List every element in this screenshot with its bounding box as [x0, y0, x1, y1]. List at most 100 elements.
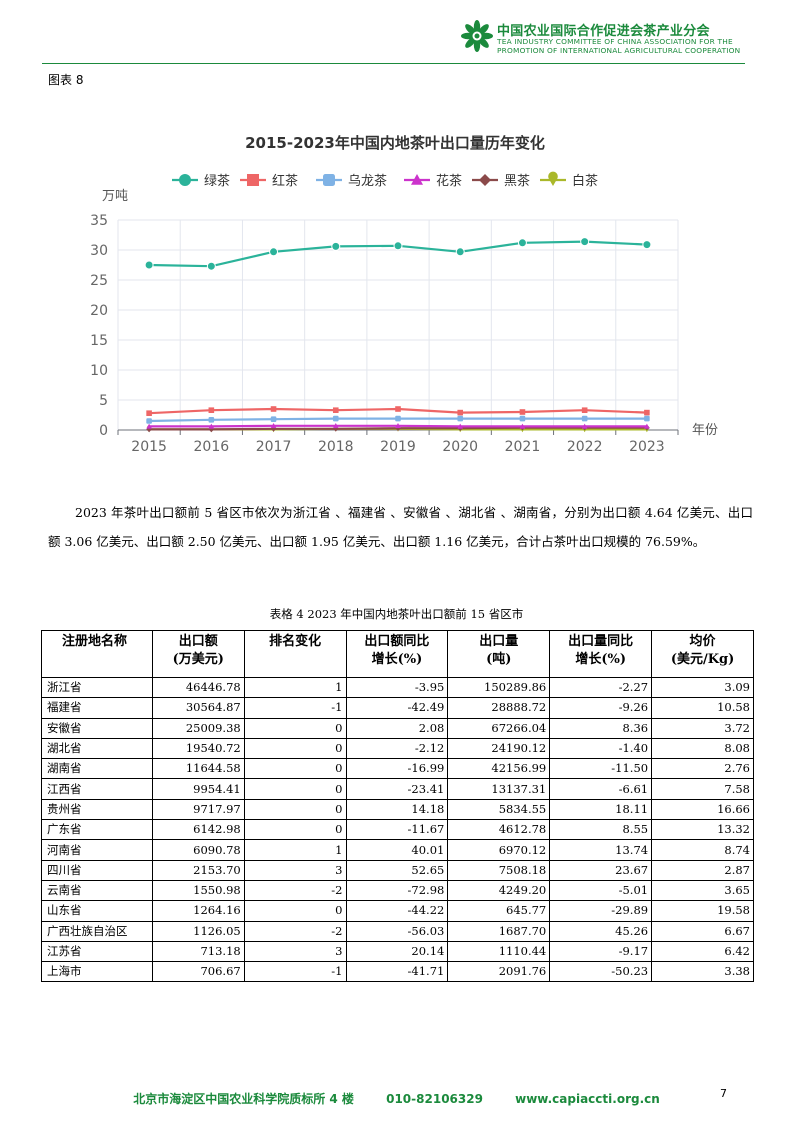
table-cell: 150289.86 — [447, 676, 551, 699]
data-point — [644, 423, 650, 429]
table-cell: 2153.70 — [151, 859, 245, 881]
table-cell: 19540.72 — [151, 737, 245, 760]
table-cell: 广东省 — [41, 819, 153, 841]
table-row: 广西壮族自治区 1126.05 -2 -56.03 1687.70 45.26 6.67 — [41, 920, 754, 942]
series-乌龙茶 — [146, 415, 650, 424]
x-tick-label: 2019 — [380, 439, 416, 455]
y-tick-label: 15 — [90, 333, 108, 349]
table-cell: 20.14 — [345, 940, 449, 963]
table-cell: 湖南省 — [41, 758, 153, 780]
header-line-1: 出口额同比 — [364, 634, 430, 649]
series-绿茶 — [144, 237, 652, 271]
data-point — [270, 426, 277, 432]
table-cell: 湖北省 — [41, 737, 153, 760]
table-row: 河南省 6090.78 1 40.01 6970.12 13.74 8.74 — [41, 839, 754, 861]
data-point — [208, 423, 215, 429]
data-point — [519, 423, 526, 429]
data-point — [393, 241, 403, 251]
table-cell: 四川省 — [41, 859, 153, 881]
header-divider — [42, 63, 745, 64]
table-cell: -2 — [243, 879, 347, 902]
table-cell: 上海市 — [41, 961, 153, 983]
table-cell: 52.65 — [345, 859, 449, 881]
table-cell: 1 — [243, 676, 347, 699]
table-cell: 江苏省 — [41, 940, 153, 963]
data-point — [146, 423, 152, 429]
data-point — [332, 407, 339, 413]
legend-marker — [411, 174, 423, 185]
legend-item: 红茶 — [240, 173, 298, 189]
legend-marker — [548, 171, 558, 186]
table-header-cell: 出口量同比 增长(%) — [549, 630, 653, 678]
table-row: 上海市 706.67 -1 -41.71 2091.76 -50.23 3.38 — [41, 961, 754, 983]
table-cell: -2 — [243, 920, 347, 942]
data-point — [206, 261, 216, 271]
data-point — [580, 237, 590, 247]
x-tick-label: 2018 — [318, 439, 354, 455]
table-cell: 8.55 — [549, 819, 653, 841]
legend-item: 花茶 — [404, 173, 462, 189]
table-cell: -41.71 — [345, 961, 449, 983]
data-point — [332, 423, 339, 429]
table-cell: 9954.41 — [151, 778, 245, 800]
table-cell: 13.74 — [549, 839, 653, 861]
table-row: 云南省 1550.98 -2 -72.98 4249.20 -5.01 3.65 — [41, 879, 754, 902]
data-point — [581, 407, 588, 413]
legend-label: 红茶 — [272, 173, 298, 189]
table-row: 福建省 30564.87 -1 -42.49 28888.72 -9.26 10.58 — [41, 697, 754, 719]
data-point — [270, 406, 277, 412]
data-point — [457, 409, 464, 416]
table-cell: 5834.55 — [447, 798, 551, 821]
header-line-1: 注册地名称 — [62, 634, 128, 649]
header-line-2: (万美元) — [172, 652, 224, 667]
page-footer: 北京市海淀区中国农业科学院质标所 4 楼 010-82106329 www.ca… — [0, 1090, 793, 1107]
data-point — [146, 410, 152, 416]
data-point — [270, 416, 277, 422]
data-point — [208, 417, 215, 423]
table-cell: -9.17 — [549, 940, 653, 963]
table-cell: 浙江省 — [41, 676, 153, 699]
header-line-1: 排名变化 — [269, 634, 322, 649]
chart-title: 2015-2023年中国内地茶叶出口量历年变化 — [245, 134, 545, 152]
y-tick-label: 5 — [99, 393, 108, 409]
table-cell: 42156.99 — [447, 758, 551, 780]
table-cell: 0 — [243, 778, 347, 800]
table-cell: 安徽省 — [41, 717, 153, 739]
export-table: 注册地名称 出口额 (万美元) 排名变化 出口额同比 增长(%) 出口量 (吨) 出口量同比 增长… — [41, 630, 754, 983]
x-axis-label: 年份 — [692, 423, 718, 438]
table-cell: 645.77 — [447, 900, 551, 922]
table-cell: 8.74 — [651, 839, 754, 861]
y-tick-label: 10 — [90, 363, 108, 379]
table-cell: 45.26 — [549, 920, 653, 942]
series-花茶 — [146, 423, 650, 429]
table-cell: -2.27 — [549, 676, 653, 699]
table-cell: -9.26 — [549, 697, 653, 719]
table-cell: 3.09 — [651, 676, 754, 699]
table-cell: -72.98 — [345, 879, 449, 902]
table-cell: 4612.78 — [447, 819, 551, 841]
legend-item: 乌龙茶 — [316, 173, 387, 189]
table-cell: 1264.16 — [151, 900, 245, 922]
legend-label: 绿茶 — [204, 173, 230, 189]
table-cell: 6.67 — [651, 920, 754, 942]
table-cell: -2.12 — [345, 737, 449, 760]
legend-item: 绿茶 — [172, 173, 230, 189]
y-axis-label: 万吨 — [102, 189, 128, 204]
table-cell: -1 — [243, 961, 347, 983]
table-cell: 706.67 — [151, 961, 245, 983]
table-cell: 1 — [243, 839, 347, 861]
table-cell: -29.89 — [549, 900, 653, 922]
header-line-2: 增长(%) — [575, 652, 626, 667]
data-point — [581, 415, 588, 422]
header-line-1: 均价 — [689, 634, 716, 649]
table-cell: 6970.12 — [447, 839, 551, 861]
data-point — [455, 247, 465, 257]
header-line-2: 增长(%) — [371, 652, 423, 667]
table-cell: 0 — [243, 737, 347, 760]
table-body: 浙江省 46446.78 1 -3.95 150289.86 -2.27 3.09 福建省 30… — [41, 676, 754, 983]
table-cell: 0 — [243, 819, 347, 841]
data-point — [642, 240, 652, 250]
x-tick-label: 2022 — [567, 439, 603, 455]
y-tick-label: 35 — [90, 213, 108, 229]
table-row: 四川省 2153.70 3 52.65 7508.18 23.67 2.87 — [41, 859, 754, 881]
